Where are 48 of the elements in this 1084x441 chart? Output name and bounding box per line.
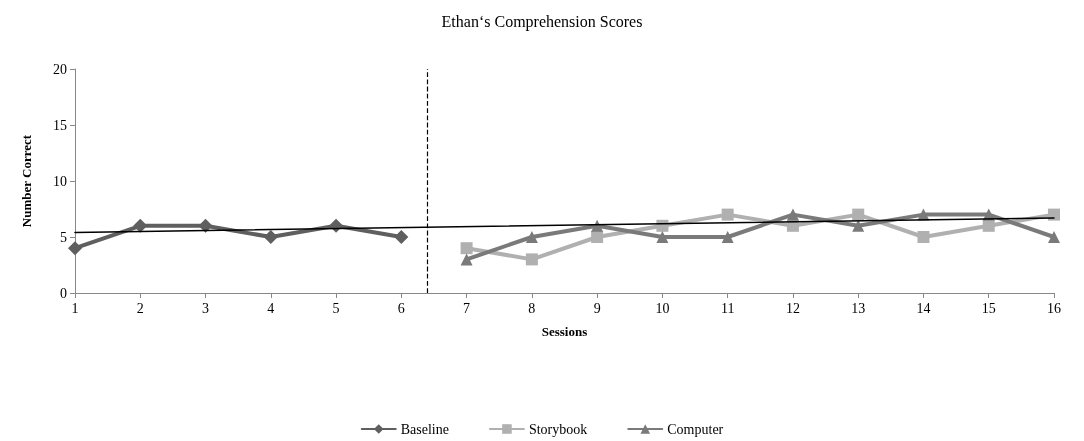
legend-label: Storybook [528,421,588,437]
x-tick-label: 4 [267,300,275,316]
x-tick-label: 16 [1047,300,1061,316]
point [460,253,473,266]
x-tick-label: 1 [71,300,79,316]
x-tick-label: 15 [981,300,996,316]
chart-title: Ethan‘s Comprehension Scores [441,12,643,31]
x-tick-label: 6 [397,300,405,316]
x-tick-label: 14 [916,300,931,316]
point [591,231,604,243]
point [460,242,473,255]
point [721,231,734,243]
y-tick-label: 0 [60,285,67,301]
point [1048,208,1060,221]
x-tick-label: 5 [332,300,340,316]
point [917,231,930,243]
point [591,219,604,232]
x-tick-label: 2 [136,300,144,316]
point [656,231,669,243]
point [852,208,865,221]
point [786,208,799,221]
x-axis-title: Sessions [541,324,588,339]
point [329,218,344,233]
point [1048,231,1060,243]
legend-label: Baseline [400,421,449,437]
x-tick-label: 8 [528,300,536,316]
point [721,208,734,221]
legend-label: Computer [667,421,724,437]
point [394,230,409,244]
y-tick-label: 5 [60,229,67,245]
y-tick-label: 15 [53,117,67,133]
point [198,218,213,233]
point [525,231,538,243]
x-tick-label: 10 [655,300,670,316]
point [263,230,278,244]
point [133,218,148,233]
x-tick-label: 9 [593,300,601,316]
point [525,253,538,266]
x-tick-label: 11 [720,300,735,316]
x-tick-label: 13 [851,300,866,316]
y-axis-title: Number Correct [19,134,34,228]
point [68,241,82,256]
x-tick-label: 3 [202,300,210,316]
x-tick-label: 7 [463,300,471,316]
point [982,219,995,232]
y-tick-label: 20 [53,61,67,77]
x-tick-label: 12 [785,300,800,316]
y-tick-label: 10 [53,173,67,189]
